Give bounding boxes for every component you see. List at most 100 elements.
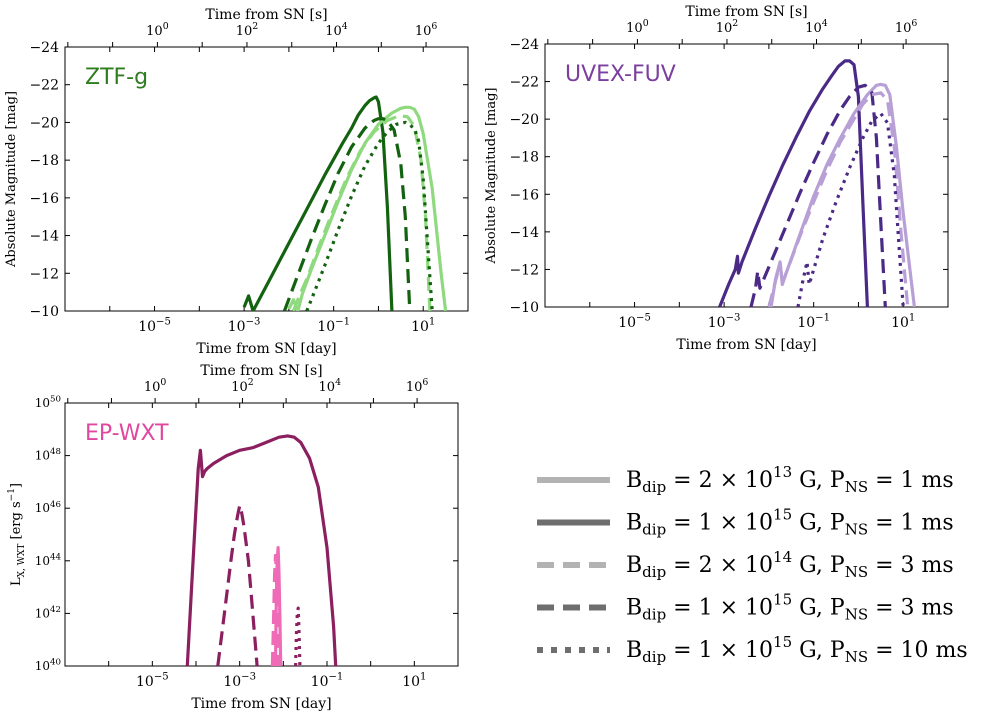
tick-exponent: 1: [429, 317, 435, 328]
series-uvex-3: [767, 91, 910, 307]
legend-b-exp: 15: [773, 506, 792, 524]
tick-exponent: 48: [50, 447, 61, 457]
legend-p: P: [830, 511, 845, 536]
top-tick-label: 100: [626, 18, 649, 36]
legend-label-4: Bdip = 1 × 1015 G, PNS = 10 ms: [626, 633, 968, 666]
instrument-label: ZTF-g: [85, 65, 148, 90]
legend-eq: =: [666, 553, 698, 578]
y-tick-label: −22: [509, 75, 539, 91]
legend-ms: ms: [915, 511, 954, 536]
y-tick-label: −18: [509, 150, 539, 166]
y-axis-label: LX, WXT [erg s−1]: [7, 483, 27, 586]
instrument-label: EP-WXT: [85, 421, 169, 446]
series-ep-3: [270, 553, 280, 666]
legend-p-value: 1: [901, 511, 915, 536]
axes-frame: [64, 402, 459, 667]
legend-b-sub: dip: [642, 606, 666, 624]
x-tick-label: 101: [411, 317, 435, 335]
tick-base: 10: [144, 380, 161, 395]
y-tick-label: 1040: [35, 658, 61, 673]
y-tick-label: −10: [509, 300, 539, 316]
tick-base: 10: [319, 380, 336, 395]
tick-base: 10: [325, 24, 342, 39]
legend-times: ×: [713, 553, 745, 578]
legend-b: B: [626, 468, 642, 493]
y-axis-label: Absolute Magnitude [mag]: [4, 91, 19, 268]
y-tick-label: 1046: [35, 500, 61, 515]
tick-exponent: 4: [822, 18, 828, 29]
y-tick-label: −16: [29, 191, 59, 207]
legend-ms: ms: [915, 596, 954, 621]
legend-p-sub: NS: [845, 648, 868, 666]
series-uvex-2: [749, 83, 887, 307]
tick-exponent: 0: [160, 377, 166, 388]
legend-b-exp: 15: [773, 591, 792, 609]
y-tick-label: −12: [509, 262, 539, 278]
ylabel-sub: X, WXT: [17, 544, 27, 578]
legend-eq: =: [666, 596, 698, 621]
series-ztf-2: [282, 117, 412, 311]
top-tick-label: 102: [236, 21, 259, 39]
tick-base: 10: [35, 396, 50, 410]
legend-p-sub: NS: [845, 478, 868, 496]
legend-b: B: [626, 511, 642, 536]
legend-label-3: Bdip = 1 × 1015 G, PNS = 3 ms: [626, 591, 954, 624]
y-tick-label: 1050: [35, 395, 61, 410]
top-tick-label: 104: [325, 21, 348, 39]
legend-eq2: =: [868, 511, 900, 536]
tick-base: 10: [411, 319, 429, 335]
x-axis-label: Time from SN [day]: [191, 696, 331, 712]
series-ztf-4: [305, 120, 434, 311]
tick-base: 10: [891, 315, 909, 331]
tick-base: 10: [146, 24, 163, 39]
x-tick-label: 10−3: [228, 317, 261, 335]
top-tick-label: 102: [231, 377, 254, 395]
tick-exponent: 42: [50, 605, 61, 615]
y-tick-label: 1042: [35, 605, 61, 620]
y-tick-label: −20: [29, 115, 59, 131]
y-tick-label: −14: [509, 225, 539, 241]
tick-exponent: 6: [431, 21, 437, 32]
legend-b-exp: 15: [773, 633, 792, 651]
tick-exponent: −1: [335, 317, 350, 328]
tick-base: 10: [223, 674, 241, 690]
top-tick-label: 106: [415, 21, 438, 39]
tick-base: 10: [228, 319, 246, 335]
legend-ten: 10: [745, 553, 773, 578]
x-tick-label: 10−5: [618, 313, 651, 331]
legend-p: P: [830, 553, 845, 578]
tick-exponent: 1: [420, 672, 426, 683]
legend-eq2: =: [868, 468, 900, 493]
tick-exponent: 1: [909, 313, 915, 324]
legend-times: ×: [713, 596, 745, 621]
legend-ms: ms: [929, 638, 968, 663]
series-uvex-4: [796, 111, 905, 307]
legend-eq2: =: [868, 553, 900, 578]
legend-ten: 10: [745, 638, 773, 663]
tick-exponent: 50: [50, 395, 61, 405]
tick-base: 10: [35, 606, 50, 620]
tick-base: 10: [626, 21, 643, 36]
top-tick-label: 104: [805, 18, 828, 36]
legend-b-sub: dip: [642, 521, 666, 539]
x-tick-label: 10−5: [136, 672, 169, 690]
tick-exponent: −3: [246, 317, 261, 328]
legend-eq2: =: [868, 638, 900, 663]
tick-exponent: −1: [328, 672, 343, 683]
tick-exponent: −3: [241, 672, 256, 683]
series-ep-4: [294, 606, 302, 666]
legend-ten: 10: [745, 596, 773, 621]
top-tick-label: 102: [716, 18, 739, 36]
legend-times: ×: [713, 638, 745, 663]
tick-base: 10: [35, 659, 50, 673]
y-tick-label: −22: [29, 78, 59, 94]
legend-b-sub: dip: [642, 648, 666, 666]
tick-exponent: −5: [156, 317, 171, 328]
tick-base: 10: [136, 674, 154, 690]
y-tick-label: −20: [509, 112, 539, 128]
top-axis-label: Time from SN [s]: [200, 363, 322, 379]
x-axis-label: Time from SN [day]: [196, 341, 336, 357]
tick-base: 10: [895, 21, 912, 36]
